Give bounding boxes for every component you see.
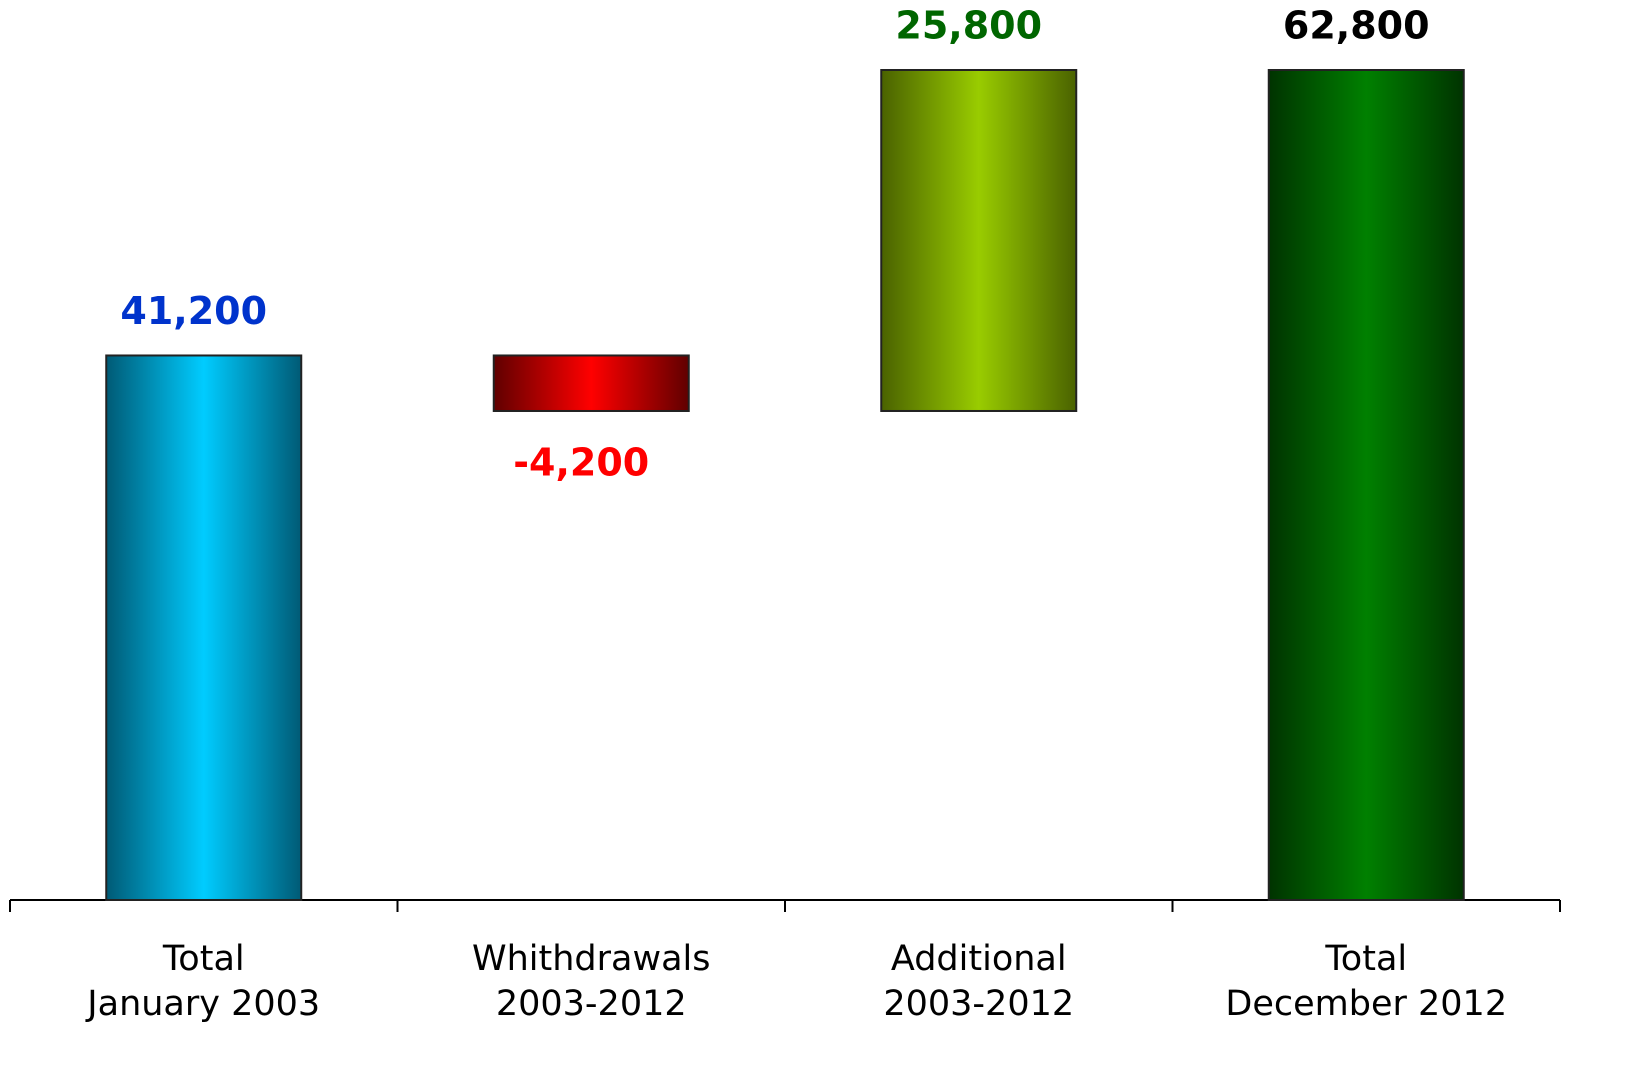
x-tick-label: 2003-2012 (496, 984, 687, 1024)
x-tick-label: 2003-2012 (883, 984, 1074, 1024)
bar (105, 354, 303, 901)
value-label: 25,800 (895, 4, 1042, 48)
bar (492, 354, 690, 412)
x-tick-label: Total (1324, 939, 1407, 979)
bar (880, 69, 1078, 412)
x-tick-label: Total (162, 939, 245, 979)
value-label: -4,200 (513, 440, 649, 484)
bar (1267, 69, 1465, 901)
value-label: 62,800 (1283, 4, 1430, 48)
x-tick-label: Whithdrawals (472, 939, 711, 979)
x-tick-label: December 2012 (1225, 984, 1507, 1024)
x-tick-label: Additional (891, 939, 1067, 979)
x-tick-label: January 2003 (85, 984, 320, 1024)
value-label: 41,200 (120, 289, 267, 333)
